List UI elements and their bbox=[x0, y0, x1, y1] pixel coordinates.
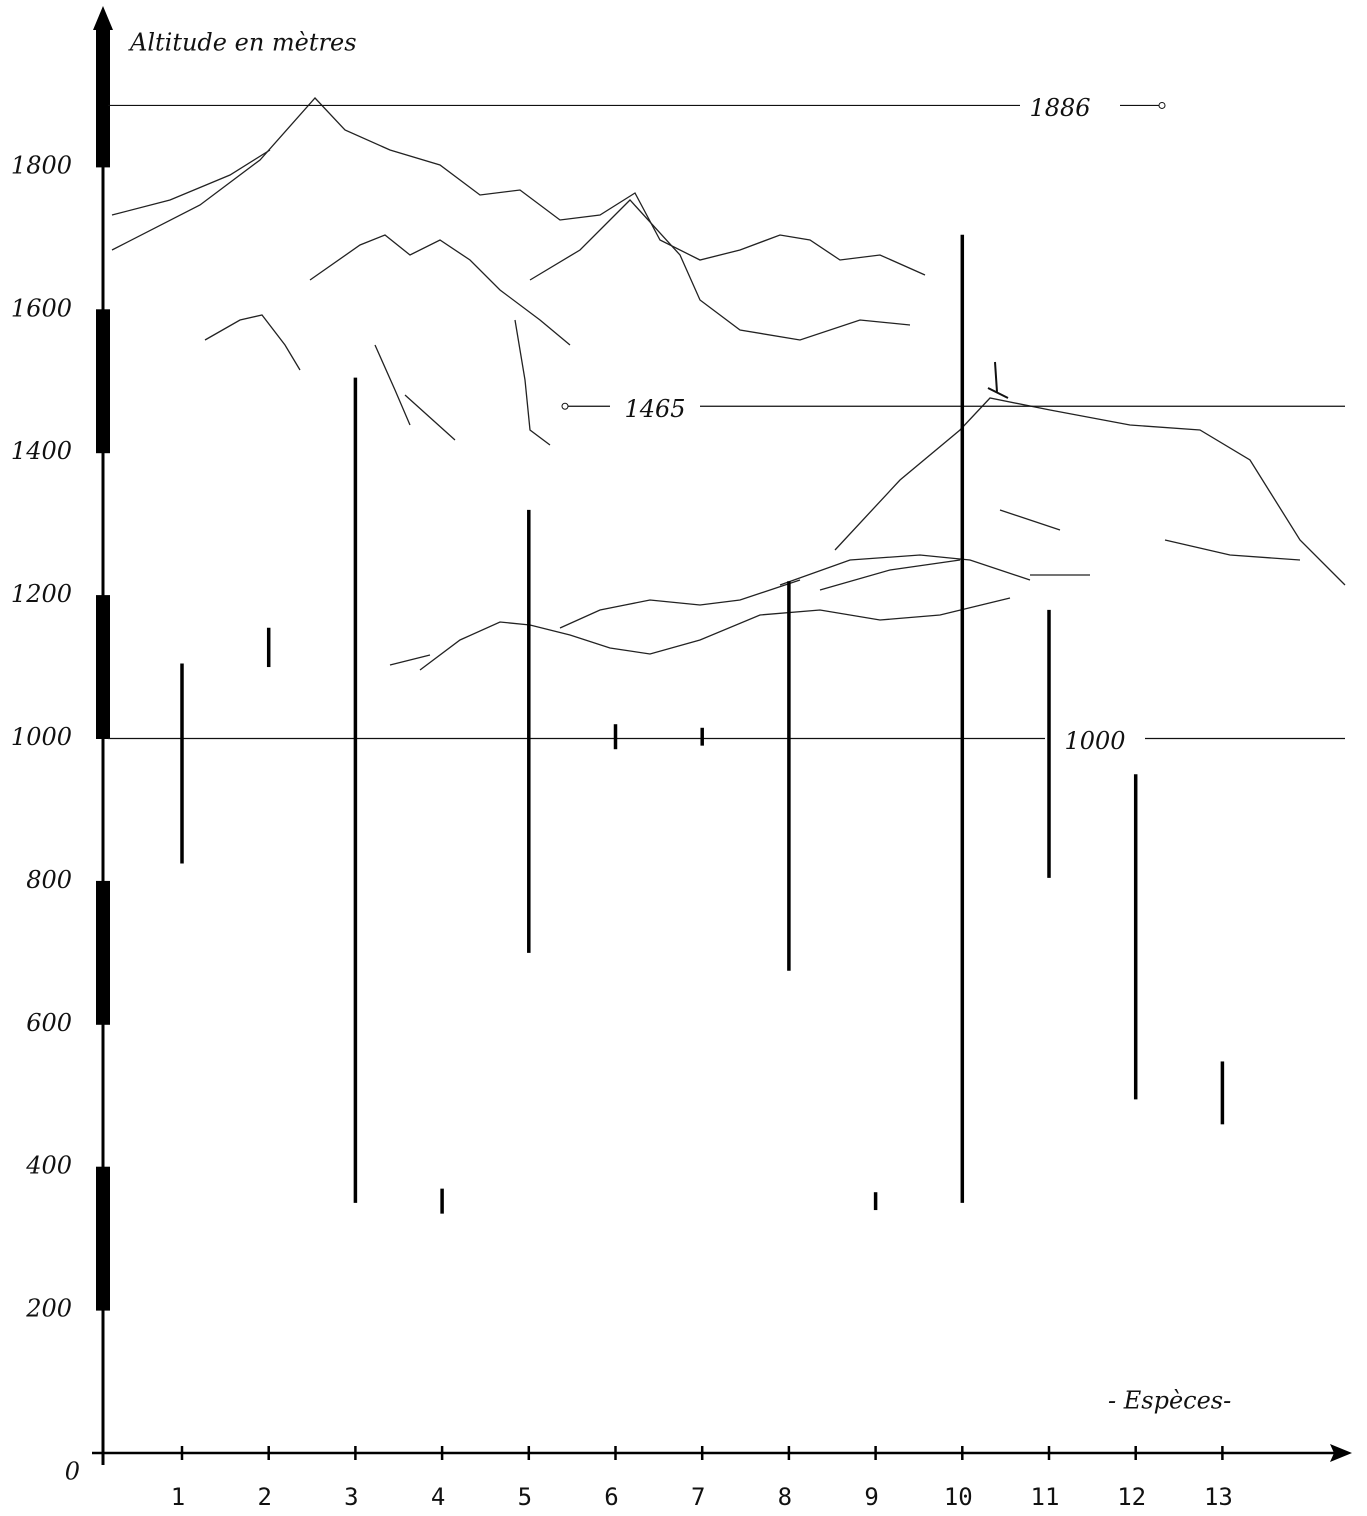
x-tick-label: 8 bbox=[778, 1483, 792, 1511]
y-tick-label: 200 bbox=[25, 1295, 72, 1323]
x-tick-label: 11 bbox=[1031, 1483, 1060, 1511]
reference-label: 1886 bbox=[1029, 94, 1090, 122]
x-tick-label: 13 bbox=[1204, 1483, 1233, 1511]
reference-marker bbox=[561, 402, 569, 410]
x-tick-label: 2 bbox=[257, 1483, 271, 1511]
y-tick-label: 0 bbox=[65, 1458, 80, 1486]
x-axis-label: - Espèces- bbox=[1108, 1387, 1231, 1415]
x-tick-label: 1 bbox=[171, 1483, 185, 1511]
x-tick-label: 4 bbox=[431, 1483, 445, 1511]
x-tick-label: 7 bbox=[691, 1483, 705, 1511]
x-tick-label: 10 bbox=[944, 1483, 973, 1511]
reference-label: 1000 bbox=[1064, 727, 1125, 755]
y-tick-label: 1000 bbox=[11, 723, 72, 751]
y-axis-arrow bbox=[93, 6, 113, 30]
y-tick-label: 1200 bbox=[11, 580, 72, 608]
x-tick-label: 3 bbox=[344, 1483, 358, 1511]
y-tick-label: 800 bbox=[26, 866, 72, 894]
reference-marker bbox=[1158, 101, 1166, 109]
reference-label: 1465 bbox=[624, 395, 685, 423]
y-tick-label: 600 bbox=[26, 1009, 72, 1037]
y-axis-label: Altitude en mètres bbox=[128, 29, 357, 57]
mountain-sketch bbox=[111, 97, 1346, 671]
x-tick-label: 5 bbox=[518, 1483, 532, 1511]
x-axis-arrow bbox=[1330, 1444, 1352, 1462]
y-tick-label: 1800 bbox=[11, 151, 72, 179]
y-tick-label: 1400 bbox=[11, 437, 72, 465]
x-tick-label: 12 bbox=[1117, 1483, 1146, 1511]
x-tick-label: 9 bbox=[864, 1483, 878, 1511]
y-tick-label: 400 bbox=[25, 1152, 72, 1180]
x-tick-label: 6 bbox=[604, 1483, 618, 1511]
y-tick-label: 1600 bbox=[11, 294, 72, 322]
